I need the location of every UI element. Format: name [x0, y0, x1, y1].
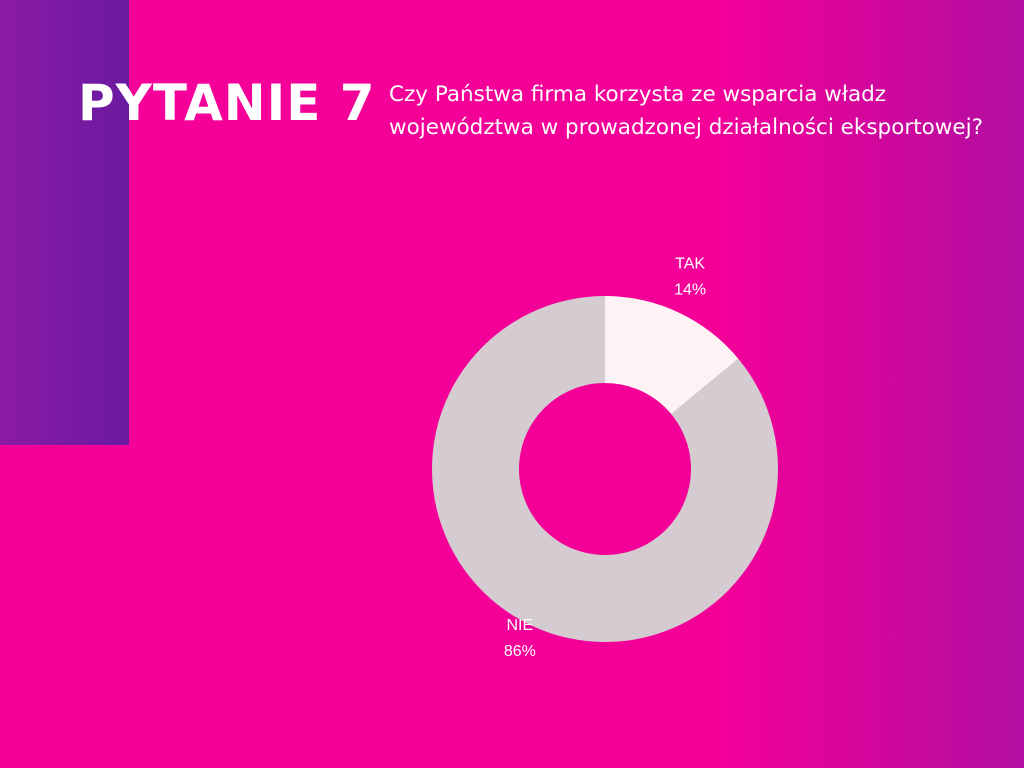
slide-title: PYTANIE 7: [78, 74, 376, 132]
donut-slice: [605, 296, 739, 415]
slice-value-label: 86%: [504, 643, 536, 660]
side-panel: [0, 0, 129, 445]
question: Czy Państwa firma korzysta ze wsparcia w…: [389, 82, 983, 140]
slice-label: NIE: [507, 617, 534, 634]
donut-slice: [431, 296, 778, 642]
slice-value-label: 14%: [674, 281, 706, 298]
slice-label: TAK: [675, 255, 705, 272]
